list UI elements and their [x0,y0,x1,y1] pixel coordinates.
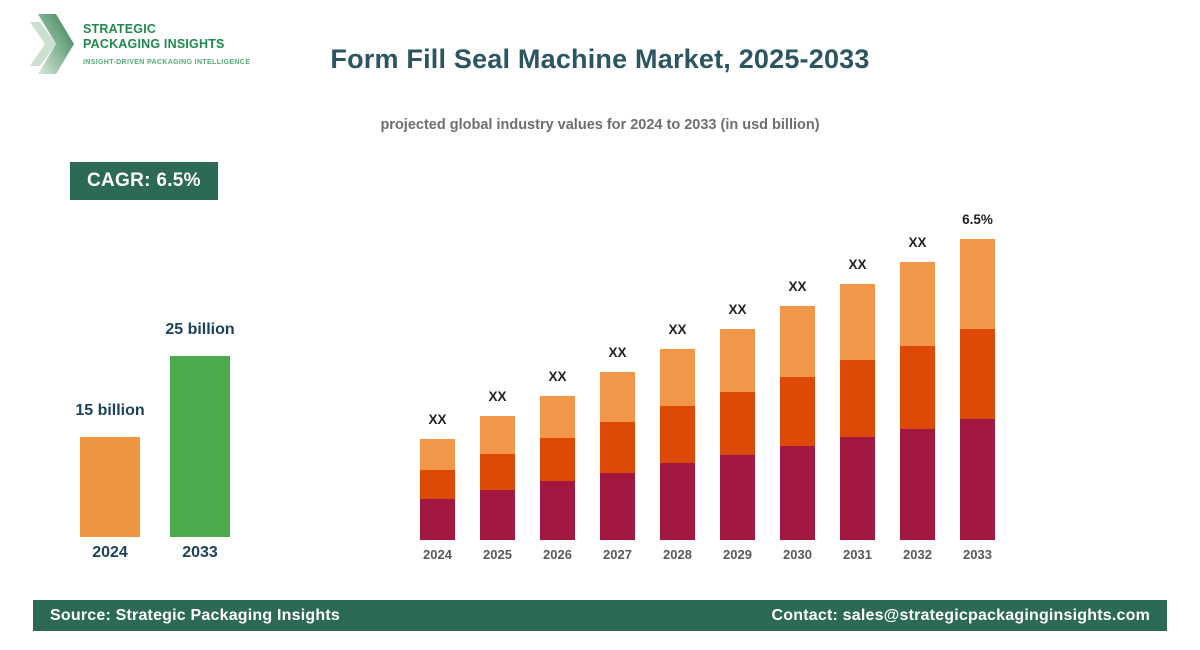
segment-bottom [480,490,515,540]
summary-year-label: 2033 [182,544,218,561]
summary-bar-column: 25 billion 2033 [165,321,234,562]
segment-middle [420,470,455,499]
bar-year-label: 2026 [543,547,572,562]
summary-value-label: 25 billion [165,321,235,338]
segment-top [420,439,455,470]
stacked-bar-chart: XX 2024 XX 2025 XX 2026 XX 2027 XX 2028 XX 2029 XX 20… [420,212,995,562]
logo-name-line2: PACKAGING INSIGHTS [83,36,225,51]
segment-top [540,396,575,438]
bar-year-label: 2025 [483,547,512,562]
segment-top [480,416,515,454]
bar-stack [960,239,995,540]
segment-bottom [780,446,815,540]
bar-value-label: 6.5% [962,212,993,227]
summary-bar-column: 15 billion 2024 [75,402,144,562]
segment-top [600,372,635,422]
bar-column: XX 2031 [840,257,875,562]
segment-middle [660,406,695,463]
segment-bottom [960,419,995,540]
segment-middle [720,392,755,455]
bar-value-label: XX [908,235,927,250]
segment-middle [540,438,575,481]
segment-middle [600,422,635,473]
segment-top [900,262,935,346]
cagr-badge: CAGR: 6.5% [70,162,218,200]
footer-source: Source: Strategic Packaging Insights [50,606,340,624]
logo-tagline: INSIGHT-DRIVEN PACKAGING INTELLIGENCE [83,58,251,66]
bar-stack [780,306,815,540]
page-subtitle: projected global industry values for 202… [380,117,820,133]
chevron-logo-icon [30,14,74,74]
logo: STRATEGIC PACKAGING INSIGHTS INSIGHT-DRI… [30,12,250,76]
logo-name-line1: STRATEGIC [83,22,157,36]
bar-value-label: XX [548,369,567,384]
bar-stack [840,284,875,540]
bar-stack [480,416,515,540]
footer-contact: Contact: sales@strategicpackaginginsight… [771,606,1150,624]
segment-top [660,349,695,406]
bar-stack [660,349,695,540]
bar-value-label: XX [668,322,687,337]
segment-top [780,306,815,377]
bar-column: 6.5% 2033 [960,212,995,562]
summary-bar [170,356,230,537]
summary-value-label: 15 billion [75,402,145,419]
segment-top [960,239,995,329]
segment-middle [480,454,515,490]
segment-top [840,284,875,360]
bar-column: XX 2026 [540,369,575,562]
segment-bottom [900,429,935,540]
bar-column: XX 2024 [420,412,455,562]
bar-year-label: 2030 [783,547,812,562]
page-title: Form Fill Seal Machine Market, 2025-2033 [330,44,870,74]
bar-stack [900,262,935,540]
bar-value-label: XX [728,302,747,317]
segment-middle [840,360,875,437]
segment-bottom [660,463,695,540]
summary-year-label: 2024 [92,544,128,561]
segment-middle [900,346,935,429]
bar-column: XX 2030 [780,279,815,562]
segment-bottom [720,455,755,540]
bar-stack [420,439,455,540]
bar-year-label: 2031 [843,547,872,562]
bar-column: XX 2029 [720,302,755,562]
segment-top [720,329,755,392]
segment-bottom [420,499,455,540]
bar-value-label: XX [488,389,507,404]
bar-value-label: XX [608,345,627,360]
bar-value-label: XX [788,279,807,294]
summary-bar-chart: 15 billion 2024 25 billion 2033 [75,321,234,562]
bar-value-label: XX [848,257,867,272]
segment-bottom [540,481,575,540]
bar-year-label: 2027 [603,547,632,562]
logo-text: STRATEGIC PACKAGING INSIGHTS INSIGHT-DRI… [83,12,250,66]
bar-year-label: 2032 [903,547,932,562]
segment-middle [960,329,995,419]
bar-value-label: XX [428,412,447,427]
bar-year-label: 2029 [723,547,752,562]
bar-stack [600,372,635,540]
segment-middle [780,377,815,446]
bar-stack [720,329,755,540]
segment-bottom [840,437,875,540]
bar-year-label: 2033 [963,547,992,562]
bar-column: XX 2028 [660,322,695,562]
bar-stack [540,396,575,540]
bar-year-label: 2028 [663,547,692,562]
bar-year-label: 2024 [423,547,452,562]
summary-bar [80,437,140,537]
bar-column: XX 2027 [600,345,635,562]
bar-column: XX 2025 [480,389,515,562]
footer-bar: Source: Strategic Packaging Insights Con… [33,600,1167,631]
segment-bottom [600,473,635,540]
bar-column: XX 2032 [900,235,935,562]
